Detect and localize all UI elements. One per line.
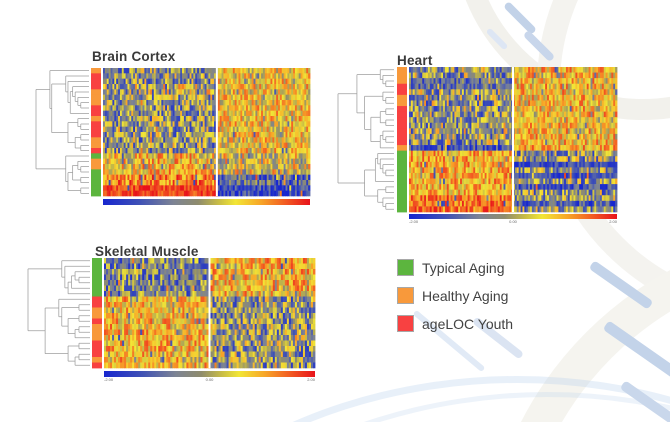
brain-cortex-heatmap xyxy=(30,66,312,200)
colorscale-max-label: 2.00 xyxy=(609,219,617,224)
legend-item-typical-aging: Typical Aging xyxy=(397,259,513,276)
colorscale-mid-label: 0.00 xyxy=(509,219,517,224)
group-legend: Typical Aging Healthy Aging ageLOC Youth xyxy=(397,259,513,332)
colorscale-max-label: 2.00 xyxy=(307,377,315,382)
typical-aging-swatch xyxy=(397,259,414,276)
brain-cortex-colorscale xyxy=(103,199,310,205)
colorscale-mid-label: 0.00 xyxy=(205,377,214,382)
heart-heatmap xyxy=(334,64,618,216)
dna-rung xyxy=(522,29,556,63)
dna-rung xyxy=(588,260,654,310)
heatmap-title-brain-cortex: Brain Cortex xyxy=(92,49,176,65)
heatmap-title-skeletal-muscle: Skeletal Muscle xyxy=(95,244,199,260)
dna-rung xyxy=(503,1,537,35)
legend-label-typical-aging: Typical Aging xyxy=(422,259,505,276)
colorscale-min-label: -2.00 xyxy=(409,219,419,224)
heart-colorscale: -2.00 0.00 2.00 xyxy=(409,214,617,224)
heatmap-title-heart: Heart xyxy=(397,53,433,69)
dna-strand-arc-faint xyxy=(92,392,670,422)
skeletal-muscle-heatmap xyxy=(22,254,317,372)
healthy-aging-swatch xyxy=(397,287,414,304)
legend-item-healthy-aging: Healthy Aging xyxy=(397,287,513,304)
ageloc-youth-swatch xyxy=(397,315,414,332)
dna-rung xyxy=(619,380,670,422)
skeletal-muscle-colorscale: -2.00 0.00 2.00 xyxy=(104,371,315,382)
legend-label-healthy-aging: Healthy Aging xyxy=(422,287,509,304)
dna-rung xyxy=(485,27,509,51)
colorscale-min-label: -2.00 xyxy=(104,377,114,382)
dna-rung xyxy=(602,320,670,379)
legend-label-ageloc-youth: ageLOC Youth xyxy=(422,315,514,332)
legend-item-ageloc-youth: ageLOC Youth xyxy=(397,315,513,332)
dna-strand-arc-faint xyxy=(60,376,670,422)
